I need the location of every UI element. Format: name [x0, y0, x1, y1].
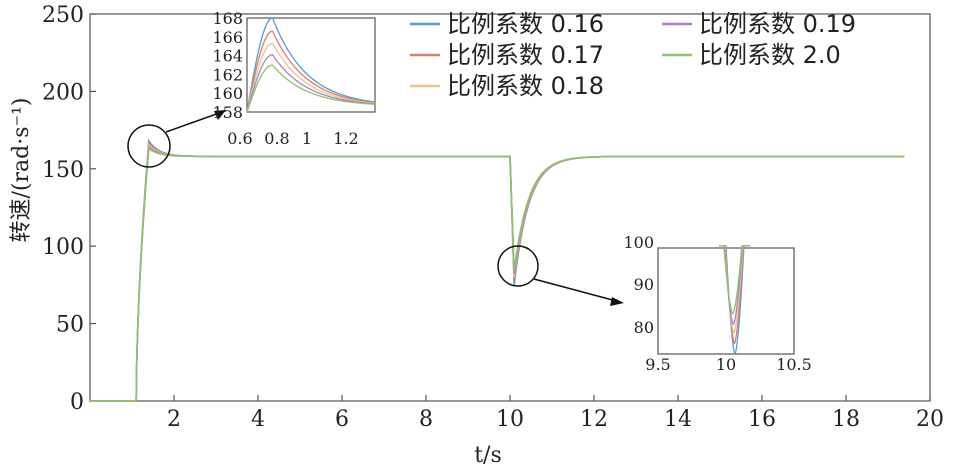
dip-inset-y-tick: 80	[634, 318, 654, 337]
dip-arrow-line	[533, 278, 621, 303]
series-line	[90, 147, 905, 402]
peak-inset-frame	[246, 17, 376, 113]
peak-arrow-head	[214, 110, 226, 120]
y-axis: 0 50 100 150 200 250	[42, 3, 96, 415]
y-tick-label: 150	[42, 158, 84, 183]
peak-magnify-circle	[127, 124, 171, 168]
peak-inset-y-tick: 166	[212, 28, 243, 47]
peak-inset-y-tick: 158	[212, 103, 243, 122]
dip-inset-ticks: 80 90 100 9.5 10 10.5	[623, 233, 811, 374]
x-tick-label: 4	[251, 407, 265, 432]
y-tick-label: 50	[56, 313, 84, 338]
x-tick-label: 14	[664, 407, 692, 432]
peak-inset-y-tick: 164	[212, 47, 243, 66]
dip-arrow-head	[610, 297, 624, 306]
peak-inset-y-tick: 162	[212, 65, 243, 84]
peak-inset-series	[246, 17, 376, 113]
peak-inset-x-tick: 1	[302, 129, 312, 148]
peak-inset-line	[246, 17, 376, 113]
legend-label: 比例系数 2.0	[699, 41, 841, 69]
peak-inset-x-tick: 0.6	[227, 129, 252, 148]
x-tick-label: 8	[419, 407, 433, 432]
peak-inset-line	[246, 42, 376, 113]
y-axis-title: 转速/(rad·s⁻¹)	[9, 97, 34, 242]
x-tick-label: 12	[580, 407, 608, 432]
peak-arrow-line	[165, 111, 223, 133]
legend-label: 比例系数 0.19	[699, 10, 856, 38]
peak-inset-y-tick: 160	[212, 84, 243, 103]
peak-inset-x-tick: 1.2	[333, 129, 358, 148]
x-axis: 2 4 6 8 10 12 14 16 18 20	[167, 395, 944, 432]
x-tick-label: 10	[496, 407, 524, 432]
x-tick-label: 18	[832, 407, 860, 432]
dip-inset-y-tick: 100	[623, 233, 654, 252]
legend-label: 比例系数 0.17	[447, 41, 604, 69]
dip-inset-x-tick: 10	[716, 355, 736, 374]
dip-inset: 80 90 100 9.5 10 10.5	[623, 233, 811, 374]
dip-inset-x-tick: 9.5	[645, 355, 670, 374]
x-axis-title: t/s	[474, 443, 502, 468]
x-tick-label: 20	[916, 407, 944, 432]
dip-inset-series	[719, 245, 751, 356]
y-tick-label: 250	[42, 3, 84, 28]
peak-inset-line	[246, 30, 376, 113]
legend-label: 比例系数 0.18	[447, 72, 604, 100]
legend-label: 比例系数 0.16	[447, 10, 604, 38]
peak-inset-x-tick: 0.8	[264, 129, 289, 148]
main-series-group	[90, 138, 905, 402]
dip-inset-y-tick: 90	[634, 275, 654, 294]
x-tick-label: 16	[748, 407, 776, 432]
dip-inset-line	[719, 245, 751, 315]
dip-inset-x-tick: 10.5	[776, 355, 812, 374]
dip-magnify-circle	[497, 245, 539, 287]
y-tick-label: 200	[42, 80, 84, 105]
peak-inset-y-tick: 168	[212, 9, 243, 28]
y-tick-label: 0	[70, 390, 84, 415]
x-tick-label: 6	[335, 407, 349, 432]
y-tick-label: 100	[42, 235, 84, 260]
peak-inset-line	[246, 53, 376, 113]
x-tick-label: 2	[167, 407, 181, 432]
peak-inset-line	[246, 64, 376, 113]
legend: 比例系数 0.16 比例系数 0.17 比例系数 0.18 比例系数 0.19 比例系数…	[410, 10, 856, 100]
